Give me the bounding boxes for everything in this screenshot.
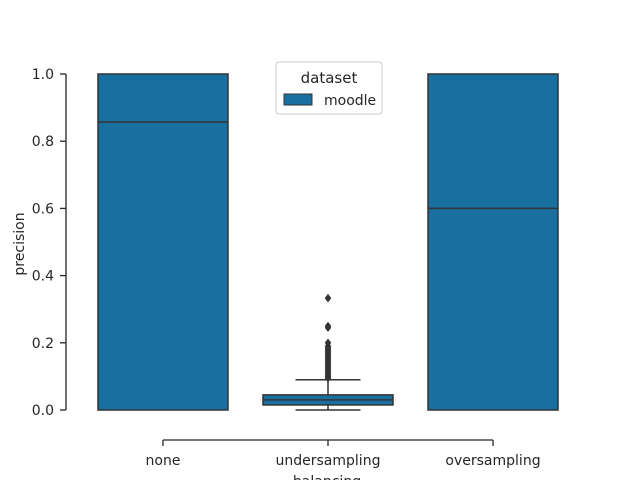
x-axis-label: balancing (293, 474, 361, 480)
outlier-point (324, 293, 332, 303)
y-axis: 0.0 0.2 0.4 0.6 0.8 1.0 (32, 67, 67, 419)
box-oversampling (427, 73, 559, 411)
y-axis-label: precision (12, 212, 28, 275)
y-tick-label: 0.4 (32, 269, 54, 285)
legend-title: dataset (301, 69, 358, 87)
y-tick-label: 0.8 (32, 134, 54, 150)
x-tick-label-oversampling: oversampling (445, 453, 540, 469)
x-axis: none undersampling oversampling (146, 439, 541, 469)
outlier-point (324, 321, 332, 331)
legend: dataset moodle (275, 61, 383, 115)
legend-entry-moodle: moodle (324, 93, 376, 109)
y-tick-label: 0.6 (32, 201, 54, 217)
y-tick-label: 1.0 (32, 67, 54, 83)
y-tick-label: 0.0 (32, 403, 54, 419)
boxes-group (97, 73, 559, 411)
legend-swatch-moodle (283, 93, 313, 106)
x-tick-label-none: none (146, 453, 181, 469)
outlier-point (324, 338, 332, 348)
y-tick-label: 0.2 (32, 336, 54, 352)
x-tick-label-undersampling: undersampling (276, 453, 381, 469)
box-none (97, 73, 229, 411)
